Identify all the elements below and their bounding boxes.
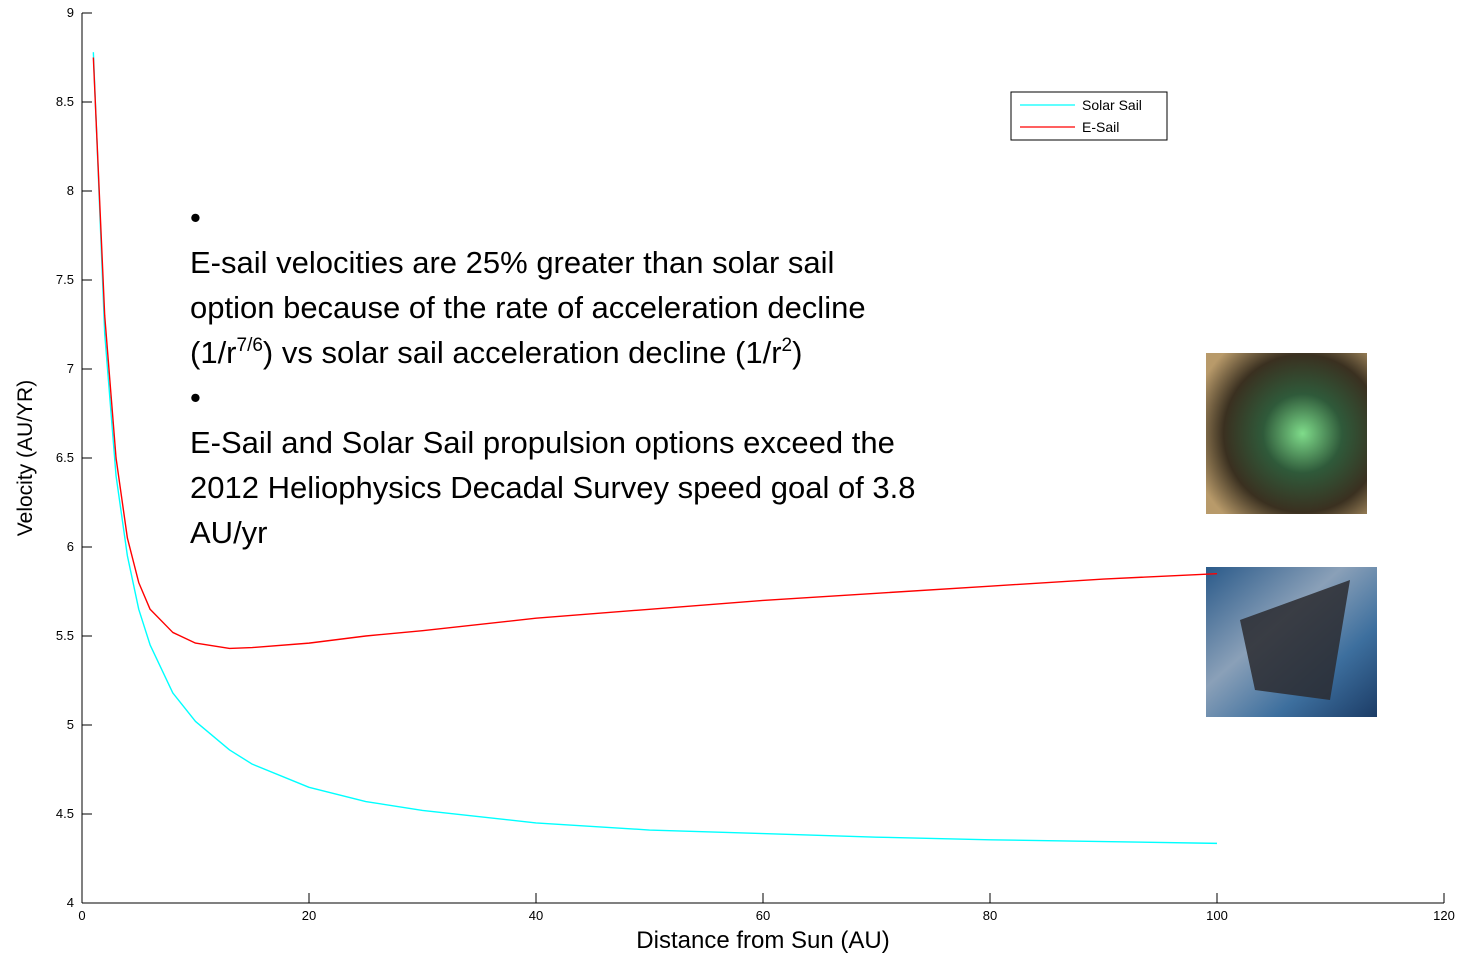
y-tick-label: 8 (67, 183, 74, 198)
bullet: • E-Sail and Solar Sail propulsion option… (190, 375, 916, 555)
x-axis-label: Distance from Sun (AU) (636, 927, 889, 954)
text: ) (792, 335, 803, 370)
bullet-line: E-Sail and Solar Sail propulsion options… (190, 420, 916, 465)
bullet-line: E-sail velocities are 25% greater than s… (190, 240, 916, 285)
text: ) vs solar sail acceleration decline (1/… (262, 335, 782, 370)
legend (1010, 91, 1168, 141)
x-tick-label: 20 (302, 908, 316, 923)
text: E-sail velocities are 25% greater than s… (190, 245, 835, 280)
bullet-line: (1/r7/6) vs solar sail acceleration decl… (190, 330, 916, 375)
esail-image (1206, 353, 1367, 514)
bullet: • E-sail velocities are 25% greater than … (190, 195, 916, 375)
y-tick-label: 6.5 (56, 450, 74, 465)
x-tick-label: 100 (1206, 908, 1228, 923)
y-axis-label: Velocity (AU/YR) (14, 380, 37, 536)
y-tick-label: 5 (67, 717, 74, 732)
bullet-dot: • (190, 380, 201, 415)
solar-sail-shape (1240, 580, 1350, 700)
series-line (92, 52, 1218, 845)
y-tick-label: 6 (67, 539, 74, 554)
y-tick-label: 9 (67, 5, 74, 20)
text: 2012 Heliophysics Decadal Survey speed g… (190, 470, 916, 505)
superscript: 7/6 (236, 335, 263, 356)
bullet-line: option because of the rate of accelerati… (190, 285, 916, 330)
bullet-line: AU/yr (190, 510, 916, 555)
series-line (92, 57, 1218, 650)
x-tick-label: 120 (1433, 908, 1455, 923)
y-tick-label: 4 (67, 895, 74, 910)
bullet-line: 2012 Heliophysics Decadal Survey speed g… (190, 465, 916, 510)
y-tick-label: 4.5 (56, 806, 74, 821)
legend-label: Solar Sail (1082, 97, 1142, 113)
y-tick-label: 8.5 (56, 94, 74, 109)
x-tick-label: 80 (983, 908, 997, 923)
y-tick-label: 7.5 (56, 272, 74, 287)
annotations: • E-sail velocities are 25% greater than … (190, 195, 916, 555)
text: option because of the rate of accelerati… (190, 290, 866, 325)
superscript: 2 (781, 335, 793, 356)
x-tick-label: 40 (529, 908, 543, 923)
x-tick-label: 0 (78, 908, 85, 923)
text: AU/yr (190, 515, 268, 550)
y-tick-label: 7 (67, 361, 74, 376)
legend-label: E-Sail (1082, 119, 1119, 135)
bullet-dot: • (190, 200, 201, 235)
text: (1/r (190, 335, 237, 370)
y-tick-label: 5.5 (56, 628, 74, 643)
text: E-Sail and Solar Sail propulsion options… (190, 425, 895, 460)
x-tick-label: 60 (756, 908, 770, 923)
